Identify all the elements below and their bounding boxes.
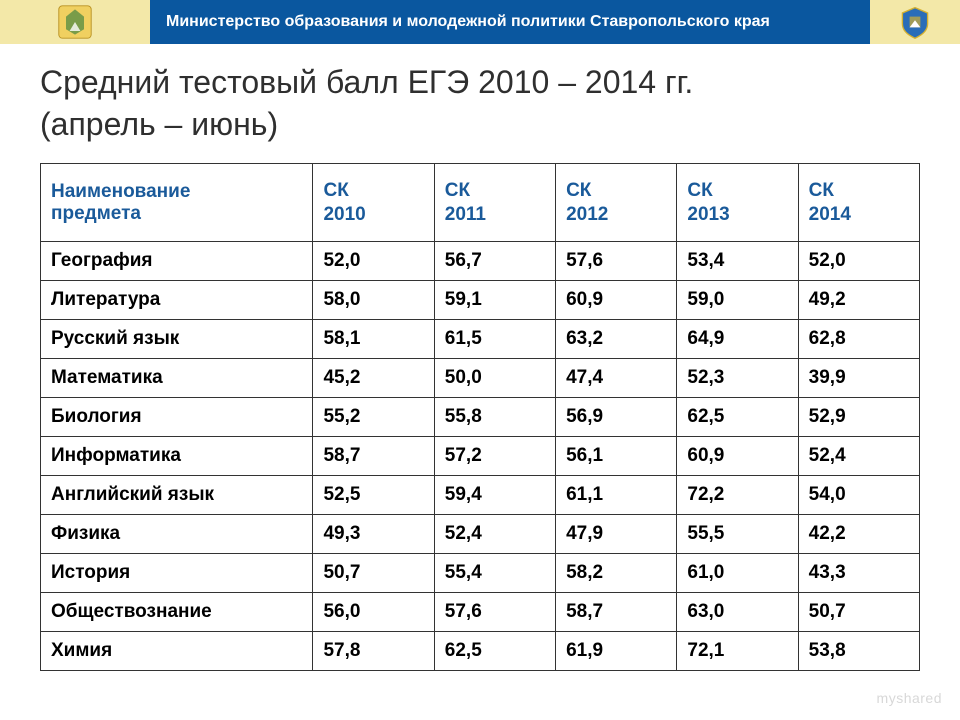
cell-value: 61,9 [556, 632, 677, 671]
cell-value: 63,0 [677, 593, 798, 632]
col-header-2013: СК 2013 [677, 164, 798, 242]
main-content: Средний тестовый балл ЕГЭ 2010 – 2014 гг… [0, 44, 960, 671]
cell-value: 45,2 [313, 359, 434, 398]
table-row: Химия57,862,561,972,153,8 [41, 632, 920, 671]
cell-value: 58,7 [556, 593, 677, 632]
header-bar: Министерство образования и молодежной по… [0, 0, 960, 44]
cell-value: 53,8 [798, 632, 919, 671]
cell-value: 55,4 [434, 554, 555, 593]
cell-value: 50,0 [434, 359, 555, 398]
cell-subject: Физика [41, 515, 313, 554]
cell-value: 50,7 [798, 593, 919, 632]
emblem-icon [57, 4, 93, 40]
table-row: Обществознание56,057,658,763,050,7 [41, 593, 920, 632]
cell-value: 62,5 [434, 632, 555, 671]
cell-value: 55,2 [313, 398, 434, 437]
cell-value: 58,1 [313, 320, 434, 359]
cell-value: 57,8 [313, 632, 434, 671]
cell-value: 47,9 [556, 515, 677, 554]
col-header-2011: СК 2011 [434, 164, 555, 242]
cell-value: 61,0 [677, 554, 798, 593]
cell-subject: Литература [41, 281, 313, 320]
cell-value: 56,9 [556, 398, 677, 437]
col-header-2012: СК 2012 [556, 164, 677, 242]
cell-subject: География [41, 242, 313, 281]
cell-value: 49,3 [313, 515, 434, 554]
cell-value: 52,9 [798, 398, 919, 437]
cell-value: 58,0 [313, 281, 434, 320]
cell-value: 72,1 [677, 632, 798, 671]
cell-value: 60,9 [556, 281, 677, 320]
cell-subject: Математика [41, 359, 313, 398]
col-header-subject: Наименование предмета [41, 164, 313, 242]
cell-value: 52,4 [434, 515, 555, 554]
col-header-2010: СК 2010 [313, 164, 434, 242]
cell-value: 60,9 [677, 437, 798, 476]
cell-subject: Биология [41, 398, 313, 437]
cell-value: 55,8 [434, 398, 555, 437]
cell-value: 50,7 [313, 554, 434, 593]
cell-value: 57,6 [556, 242, 677, 281]
cell-value: 52,4 [798, 437, 919, 476]
cell-value: 72,2 [677, 476, 798, 515]
table-row: Физика49,352,447,955,542,2 [41, 515, 920, 554]
cell-value: 59,4 [434, 476, 555, 515]
cell-subject: Информатика [41, 437, 313, 476]
table-header-row: Наименование предмета СК 2010 СК 2011 СК… [41, 164, 920, 242]
cell-value: 57,6 [434, 593, 555, 632]
header-left-decor [0, 0, 150, 44]
cell-subject: Обществознание [41, 593, 313, 632]
page-title: Средний тестовый балл ЕГЭ 2010 – 2014 гг… [40, 62, 920, 145]
scores-table: Наименование предмета СК 2010 СК 2011 СК… [40, 163, 920, 671]
cell-value: 43,3 [798, 554, 919, 593]
cell-subject: Английский язык [41, 476, 313, 515]
cell-value: 57,2 [434, 437, 555, 476]
cell-value: 62,5 [677, 398, 798, 437]
table-row: Информатика58,757,256,160,952,4 [41, 437, 920, 476]
title-line-2: (апрель – июнь) [40, 106, 278, 142]
title-line-1: Средний тестовый балл ЕГЭ 2010 – 2014 гг… [40, 64, 693, 100]
cell-value: 55,5 [677, 515, 798, 554]
cell-value: 61,5 [434, 320, 555, 359]
cell-value: 49,2 [798, 281, 919, 320]
cell-value: 61,1 [556, 476, 677, 515]
cell-value: 56,1 [556, 437, 677, 476]
table-row: Английский язык52,559,461,172,254,0 [41, 476, 920, 515]
cell-value: 47,4 [556, 359, 677, 398]
table-row: География52,056,757,653,452,0 [41, 242, 920, 281]
table-row: Русский язык58,161,563,264,962,8 [41, 320, 920, 359]
cell-value: 52,0 [798, 242, 919, 281]
table-row: Математика45,250,047,452,339,9 [41, 359, 920, 398]
table-row: Биология55,255,856,962,552,9 [41, 398, 920, 437]
table-body: География52,056,757,653,452,0Литература5… [41, 242, 920, 671]
header-right-decor [870, 0, 960, 44]
table-row: Литература58,059,160,959,049,2 [41, 281, 920, 320]
cell-value: 56,7 [434, 242, 555, 281]
cell-value: 59,0 [677, 281, 798, 320]
table-row: История50,755,458,261,043,3 [41, 554, 920, 593]
cell-subject: История [41, 554, 313, 593]
ministry-title: Министерство образования и молодежной по… [150, 0, 870, 44]
cell-value: 58,7 [313, 437, 434, 476]
cell-value: 53,4 [677, 242, 798, 281]
cell-value: 52,0 [313, 242, 434, 281]
cell-subject: Химия [41, 632, 313, 671]
cell-value: 58,2 [556, 554, 677, 593]
col-header-2014: СК 2014 [798, 164, 919, 242]
cell-value: 54,0 [798, 476, 919, 515]
cell-value: 52,5 [313, 476, 434, 515]
cell-value: 62,8 [798, 320, 919, 359]
cell-value: 39,9 [798, 359, 919, 398]
watermark-text: myshared [877, 690, 942, 706]
coat-of-arms-icon [897, 4, 933, 40]
cell-value: 52,3 [677, 359, 798, 398]
cell-value: 64,9 [677, 320, 798, 359]
cell-value: 56,0 [313, 593, 434, 632]
cell-value: 59,1 [434, 281, 555, 320]
cell-value: 42,2 [798, 515, 919, 554]
cell-subject: Русский язык [41, 320, 313, 359]
cell-value: 63,2 [556, 320, 677, 359]
